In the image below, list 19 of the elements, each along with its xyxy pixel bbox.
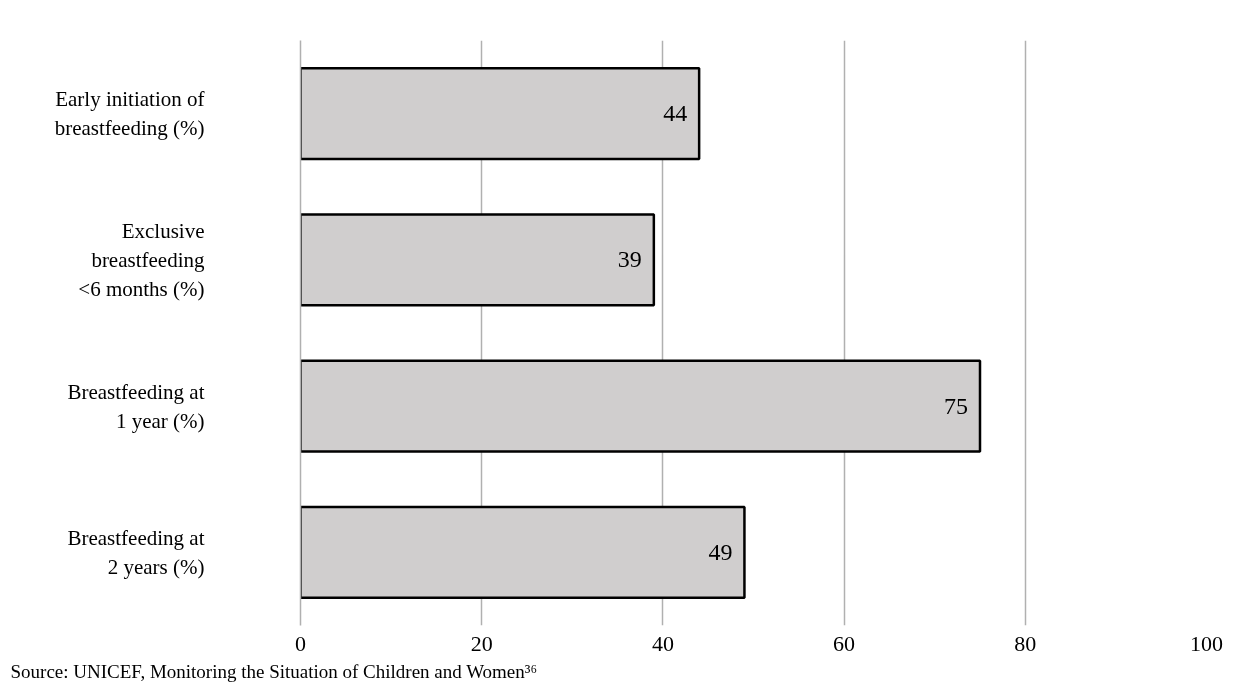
y-tick-label: Exclusive breastfeeding <6 months (%): [78, 219, 205, 301]
source-note: Source: UNICEF, Monitoring the Situation of Children and Women³⁶: [10, 660, 538, 682]
bar: [300, 505, 746, 599]
x-tick-label: 0: [295, 630, 306, 656]
x-tick-label: 60: [833, 630, 856, 656]
bar: [300, 213, 656, 307]
bar: [300, 359, 982, 453]
x-tick-label: 20: [470, 630, 493, 656]
y-tick-label: Breastfeeding at 2 years (%): [67, 525, 205, 579]
bar: [300, 67, 701, 161]
data-label: 49: [708, 538, 733, 565]
y-tick-label: Breastfeeding at 1 year (%): [67, 379, 205, 433]
data-label: 39: [617, 246, 642, 273]
y-tick-label: Early initiation of breastfeeding (%): [54, 87, 205, 141]
data-label: 44: [663, 100, 688, 127]
x-tick-label: 100: [1190, 630, 1223, 656]
x-tick-label: 40: [651, 630, 674, 656]
data-label: 75: [944, 392, 968, 419]
x-tick-label: 80: [1014, 630, 1037, 656]
